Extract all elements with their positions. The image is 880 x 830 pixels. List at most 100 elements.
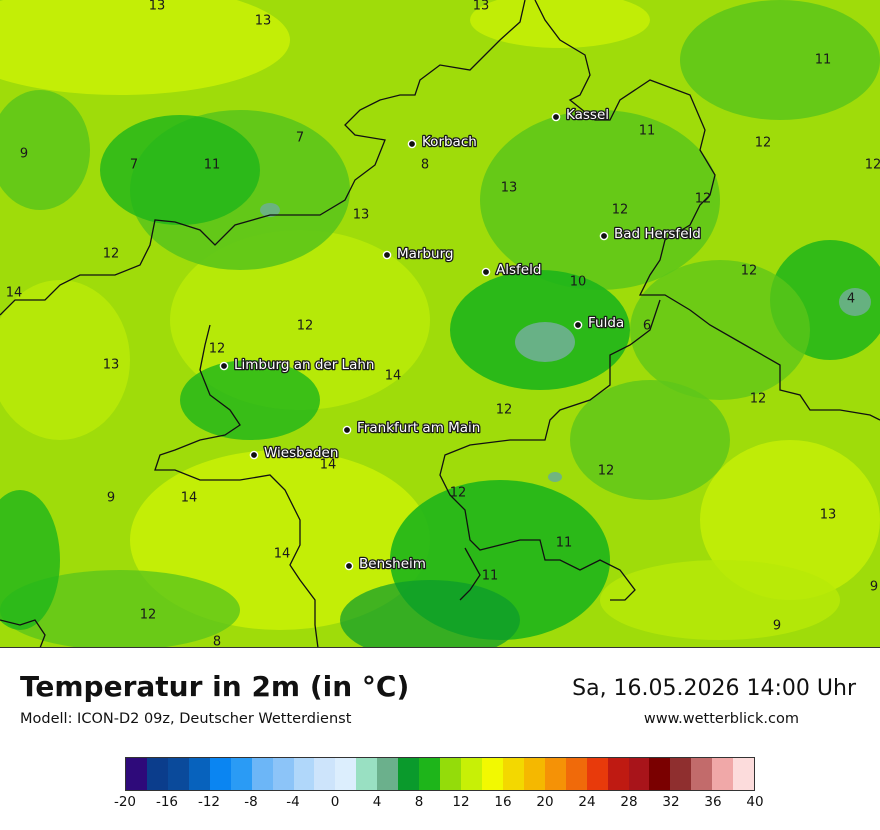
map-value: 6 [643,319,651,334]
svg-text:Limburg an der Lahn: Limburg an der Lahn [234,357,374,373]
map-value-labels: 13 13 13 11 9 7 7 11 8 11 12 12 13 13 12… [6,0,880,649]
city-limburg-an-der-lahn[interactable]: Limburg an der Lahn [219,356,376,374]
colorbar-tick: 24 [578,794,596,810]
colorbar-cell [481,758,503,790]
map-value: 13 [353,208,370,223]
colorbar-cell [440,758,461,790]
model-subtitle: Modell: ICON-D2 09z, Deutscher Wetterdie… [20,711,352,727]
colorbar-tick: 12 [452,794,470,810]
colorbar-cell [398,758,420,790]
colorbar-cell [230,758,252,790]
colorbar-cell [293,758,315,790]
colorbar-cell [126,758,147,790]
map-value: 13 [473,0,490,14]
map-value: 14 [181,491,198,506]
map-value: 12 [741,264,758,279]
map-value: 11 [482,569,499,584]
colorbar-cell [565,758,587,790]
svg-text:Alsfeld: Alsfeld [496,262,541,278]
colorbar-cell [377,758,399,790]
svg-text:Kassel: Kassel [566,107,609,123]
colorbar-tick: -16 [155,794,179,810]
colorbar-cell [272,758,294,790]
map-value: 9 [870,580,878,595]
colorbar-tick: 16 [494,794,512,810]
colorbar-cell [188,758,210,790]
map-value: 12 [450,486,467,501]
city-bensheim[interactable]: Bensheim [344,555,427,573]
colorbar-cell [712,758,734,790]
colorbar-cell [419,758,441,790]
colorbar-tick: 36 [704,794,722,810]
city-kassel[interactable]: Kassel [551,106,610,124]
svg-text:Marburg: Marburg [397,246,453,262]
colorbar-cell [670,758,692,790]
map-value: 14 [274,547,291,562]
city-fulda[interactable]: Fulda [573,314,625,332]
temperature-field [0,0,880,647]
svg-text:Bad Hersfeld: Bad Hersfeld [614,226,701,242]
map-value: 13 [501,181,518,196]
map-value: 12 [103,247,120,262]
map-value: 13 [149,0,166,14]
map-value: 7 [296,131,304,146]
city-bad-hersfeld[interactable]: Bad Hersfeld [599,225,702,243]
map-value: 14 [6,286,23,301]
colorbar-tick-labels: -20 -16 -12 -8 -4 0 4 8 12 16 20 24 28 32 36 40 [114,794,764,814]
colorbar-cell [461,758,482,790]
map-value: 12 [297,319,314,334]
map-value: 12 [695,192,712,207]
colorbar-tick: 4 [372,794,382,810]
map-value: 4 [847,292,855,307]
city-wiesbaden[interactable]: Wiesbaden [249,444,340,462]
map-value: 9 [20,147,28,162]
map-title: Temperatur in 2m (in °C) [20,670,410,703]
colorbar-cell [335,758,357,790]
map-value: 12 [598,464,615,479]
colorbar-cell [523,758,545,790]
colorbar-tick: 0 [330,794,340,810]
map-value: 13 [255,14,272,29]
colorbar-cell [733,758,755,790]
map-value: 12 [612,203,629,218]
colorbar-tick: -4 [286,794,300,810]
map-value: 7 [130,158,138,173]
map-value: 11 [639,124,656,139]
colorbar-cell [691,758,713,790]
map-value: 11 [815,53,832,68]
city-alsfeld[interactable]: Alsfeld [481,261,543,279]
temperature-map[interactable]: 13 13 13 11 9 7 7 11 8 11 12 12 13 13 12… [0,0,880,648]
city-frankfurt-am-main[interactable]: Frankfurt am Main [342,419,482,437]
city-marburg[interactable]: Marburg [382,245,455,263]
map-value: 11 [204,158,221,173]
colorbar-tick: -12 [197,794,221,810]
map-value: 14 [320,458,337,473]
city-korbach[interactable]: Korbach [407,133,478,151]
svg-text:Fulda: Fulda [588,315,624,331]
colorbar-cell [146,758,168,790]
website-link[interactable]: www.wetterblick.com [643,711,799,727]
colorbar-cell [209,758,231,790]
map-value: 12 [496,403,513,418]
forecast-datetime: Sa, 16.05.2026 14:00 Uhr [572,676,856,701]
map-value: 8 [213,635,221,649]
map-value: 12 [750,392,767,407]
colorbar-cell [314,758,336,790]
colorbar-cell [356,758,378,790]
colorbar-cell [251,758,273,790]
map-value: 14 [385,369,402,384]
svg-text:Wiesbaden: Wiesbaden [264,445,338,461]
map-value: 13 [820,508,837,523]
map-value: 12 [865,158,880,173]
map-value: 9 [107,491,115,506]
colorbar-cell [628,758,650,790]
colorbar-tick: 32 [662,794,680,810]
colorbar-cell [544,758,566,790]
svg-text:Bensheim: Bensheim [359,556,426,572]
colorbar-cell [649,758,671,790]
map-value: 12 [209,342,226,357]
temperature-colorbar [125,757,755,791]
colorbar-tick: 28 [620,794,638,810]
colorbar-tick: -20 [113,794,137,810]
map-value: 9 [773,619,781,634]
